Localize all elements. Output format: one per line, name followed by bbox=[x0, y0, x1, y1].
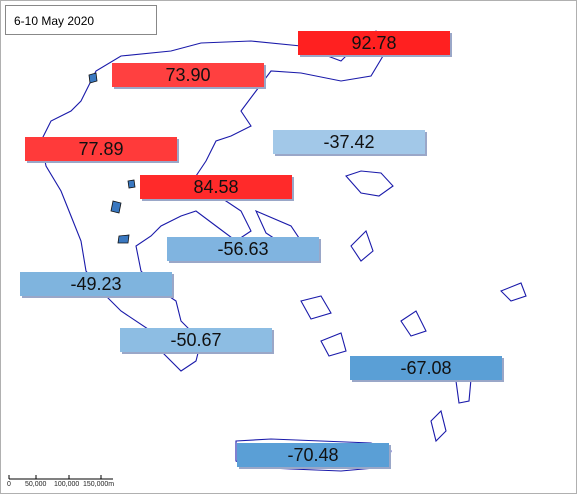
value-label: -70.48 bbox=[237, 443, 389, 467]
island bbox=[455, 378, 472, 404]
value-label: -37.42 bbox=[273, 130, 425, 154]
value-label: 84.58 bbox=[140, 175, 292, 199]
scale-label: 150,000m bbox=[83, 481, 115, 488]
island bbox=[350, 229, 374, 262]
value-label: -67.08 bbox=[350, 356, 502, 380]
value-label: 92.78 bbox=[298, 31, 450, 55]
island bbox=[345, 170, 394, 197]
lake bbox=[117, 234, 130, 244]
island bbox=[400, 310, 427, 337]
value-label: -56.63 bbox=[167, 237, 319, 261]
date-title: 6-10 May 2020 bbox=[5, 5, 157, 35]
scale-label: 100,000 bbox=[54, 481, 80, 488]
island bbox=[500, 282, 527, 302]
value-label: 73.90 bbox=[112, 63, 264, 87]
scale-label: 50,000 bbox=[25, 481, 47, 488]
value-label: -49.23 bbox=[20, 272, 172, 296]
scale-label: 0 bbox=[7, 481, 11, 488]
scale-bar bbox=[8, 475, 113, 480]
island bbox=[320, 332, 347, 357]
lake bbox=[110, 200, 122, 214]
lake bbox=[88, 72, 98, 84]
value-label: -50.67 bbox=[120, 328, 272, 352]
island bbox=[430, 409, 447, 443]
value-label: 77.89 bbox=[25, 137, 177, 161]
island bbox=[300, 295, 332, 320]
lake bbox=[127, 179, 136, 189]
